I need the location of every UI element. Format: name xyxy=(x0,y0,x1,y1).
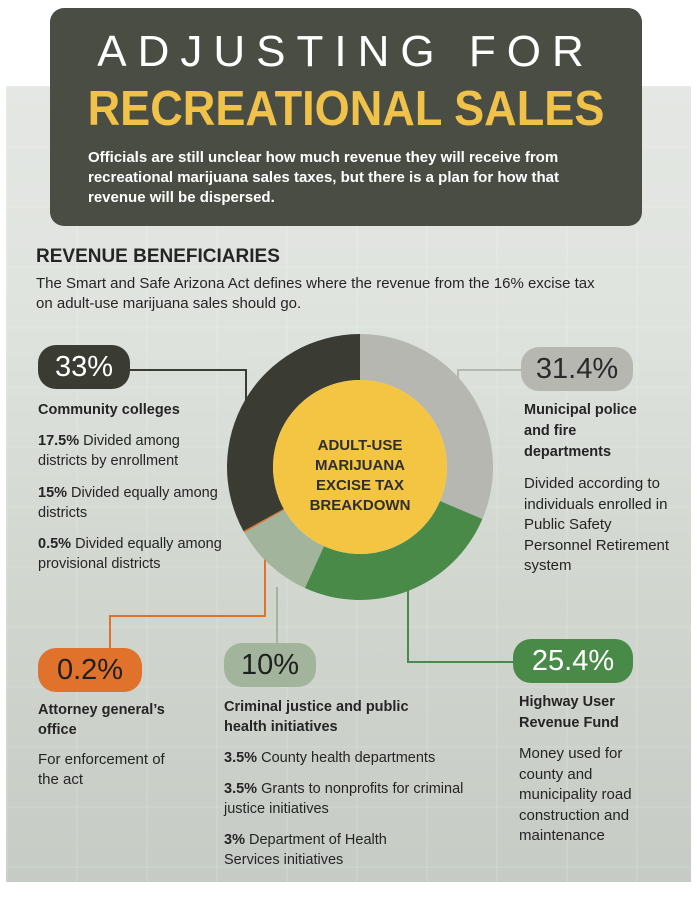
detail-cc-3-text: Divided equally among provisional distri… xyxy=(38,536,222,572)
detail-cc-3: 0.5% Divided equally among provisional d… xyxy=(38,534,228,574)
label-criminal-justice: Criminal justice and public health initi… xyxy=(224,699,409,735)
title-line-2: RECREATIONAL SALES xyxy=(87,82,605,136)
detail-cc-2-text: Divided equally among districts xyxy=(38,485,218,521)
section-text: The Smart and Safe Arizona Act defines w… xyxy=(36,275,595,312)
pct-pill-community-colleges: 33% xyxy=(38,345,130,389)
title-line-1: ADJUSTING FOR xyxy=(97,27,595,76)
detail-cc-2-pct: 15% xyxy=(38,485,68,501)
pct-pill-police-fire: 31.4% xyxy=(521,347,633,391)
detail-cc-1-pct: 17.5% xyxy=(38,433,80,449)
desc-police-fire: Divided according to individuals enrolle… xyxy=(524,475,670,574)
detail-cc-1-text: Divided among districts by enrollment xyxy=(38,433,180,469)
detail-cc-2: 15% Divided equally among districts xyxy=(38,483,228,523)
desc-attorney-general: For enforcement of the act xyxy=(38,751,165,788)
detail-cj-1-pct: 3.5% xyxy=(224,750,258,766)
header-banner: ADJUSTING FOR RECREATIONAL SALES Officia… xyxy=(50,8,642,226)
label-police-fire: Municipal police and fire departments xyxy=(524,402,637,460)
pct-pill-criminal-justice: 10% xyxy=(224,643,316,687)
detail-cj-1: 3.5% County health departments xyxy=(224,748,489,768)
pct-pill-highway: 25.4% xyxy=(513,639,633,683)
chart-center-label: ADULT-USE MARIJUANA EXCISE TAX BREAKDOWN xyxy=(309,437,411,514)
pct-pill-attorney-general: 0.2% xyxy=(38,648,142,692)
detail-cj-3-text: Department of Health Services initiative… xyxy=(224,832,387,868)
detail-cj-2-text: Grants to nonprofits for criminal justic… xyxy=(224,781,464,817)
detail-cj-1-text: County health departments xyxy=(257,750,436,766)
detail-cj-2: 3.5% Grants to nonprofits for criminal j… xyxy=(224,779,464,819)
detail-cc-3-pct: 0.5% xyxy=(38,536,72,552)
label-community-colleges: Community colleges xyxy=(38,402,180,418)
detail-cj-3-pct: 3% xyxy=(224,832,245,848)
header-subtitle: Officials are still unclear how much rev… xyxy=(88,149,559,206)
label-highway: Highway User Revenue Fund xyxy=(519,694,619,731)
detail-cj-3: 3% Department of Health Services initiat… xyxy=(224,830,439,870)
section-title: REVENUE BENEFICIARIES xyxy=(36,246,280,267)
detail-cj-2-pct: 3.5% xyxy=(224,781,258,797)
label-attorney-general: Attorney general’s office xyxy=(38,702,165,738)
detail-cc-1: 17.5% Divided among districts by enrollm… xyxy=(38,431,228,471)
desc-highway: Money used for county and municipality r… xyxy=(519,745,632,844)
